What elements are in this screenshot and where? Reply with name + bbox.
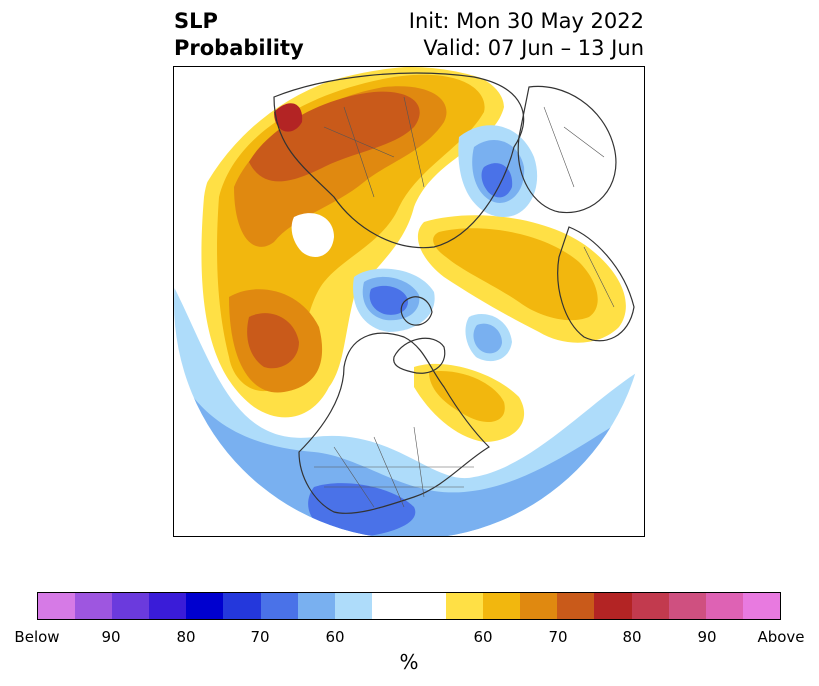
above-85-pacific	[247, 313, 299, 369]
above-70-russia	[433, 228, 598, 321]
colorbar-swatch	[631, 593, 669, 619]
hudson-bay-outline	[393, 337, 446, 374]
below-80-arctic	[369, 285, 409, 315]
title-variable: SLP	[174, 9, 218, 33]
map-panel	[173, 66, 645, 537]
greenland-outline	[400, 296, 433, 326]
above-70-atlantic	[429, 371, 505, 422]
colorbar-swatch	[408, 593, 447, 619]
colorbar-tick-label: Below	[14, 628, 60, 646]
colorbar-swatch	[594, 593, 632, 619]
border-line	[373, 436, 405, 508]
map-title: SLP Probability	[174, 8, 304, 62]
colorbar-swatch	[446, 593, 484, 619]
valid-range: Valid: 07 Jun – 13 Jun	[423, 36, 644, 60]
colorbar-tick-label: Above	[757, 628, 805, 646]
coastlines	[273, 72, 635, 514]
colorbar-swatch	[223, 593, 261, 619]
map-date-info: Init: Mon 30 May 2022 Valid: 07 Jun – 13…	[409, 8, 644, 62]
colorbar-tick-label: 70	[548, 628, 568, 646]
political-borders	[314, 96, 615, 508]
border-line	[323, 126, 395, 158]
colorbar-swatch	[520, 593, 558, 619]
border-line	[343, 106, 375, 198]
colorbar-swatch	[334, 593, 372, 619]
colorbar-swatch	[75, 593, 113, 619]
colorbar-swatch	[112, 593, 150, 619]
north-america-outline	[298, 332, 490, 514]
colorbar-tick-label: 80	[176, 628, 196, 646]
colorbar-tick-label: 60	[325, 628, 345, 646]
colorbar	[37, 592, 781, 620]
title-variable-type: Probability	[174, 36, 304, 60]
europe-outline	[517, 85, 617, 214]
eurasia-outline	[273, 72, 525, 249]
probability-field	[174, 67, 644, 536]
border-line	[333, 446, 375, 508]
below-80-southwest	[308, 483, 416, 536]
below-80-europe	[481, 163, 513, 198]
colorbar-swatch	[260, 593, 298, 619]
below-70-band	[174, 367, 644, 536]
colorbar-tick-label: 60	[473, 628, 493, 646]
neutral-lobe	[291, 213, 334, 257]
border-line	[543, 106, 575, 188]
border-line	[583, 246, 615, 308]
border-line	[563, 126, 605, 158]
colorbar-tick-label: 70	[250, 628, 270, 646]
border-line	[403, 96, 425, 188]
colorbar-swatch	[483, 593, 521, 619]
polar-projection-map	[174, 67, 644, 536]
colorbar-swatch	[38, 593, 76, 619]
colorbar-swatch	[371, 593, 409, 619]
colorbar-swatch	[742, 593, 780, 619]
init-date: Init: Mon 30 May 2022	[408, 9, 644, 33]
colorbar-tick-label: 90	[101, 628, 121, 646]
colorbar-swatch	[149, 593, 187, 619]
colorbar-swatch	[668, 593, 706, 619]
colorbar-tick-label: 80	[622, 628, 642, 646]
colorbar-swatch	[297, 593, 335, 619]
border-line	[413, 426, 425, 498]
below-70-hudson	[473, 323, 502, 354]
colorbar-unit: %	[399, 650, 419, 674]
colorbar-swatch	[705, 593, 743, 619]
colorbar-swatch	[186, 593, 224, 619]
africa-outline	[557, 226, 635, 342]
above-90-core	[274, 103, 303, 132]
above-85-northwest	[249, 91, 420, 182]
colorbar-tick-label: 90	[697, 628, 717, 646]
colorbar-swatch	[557, 593, 595, 619]
